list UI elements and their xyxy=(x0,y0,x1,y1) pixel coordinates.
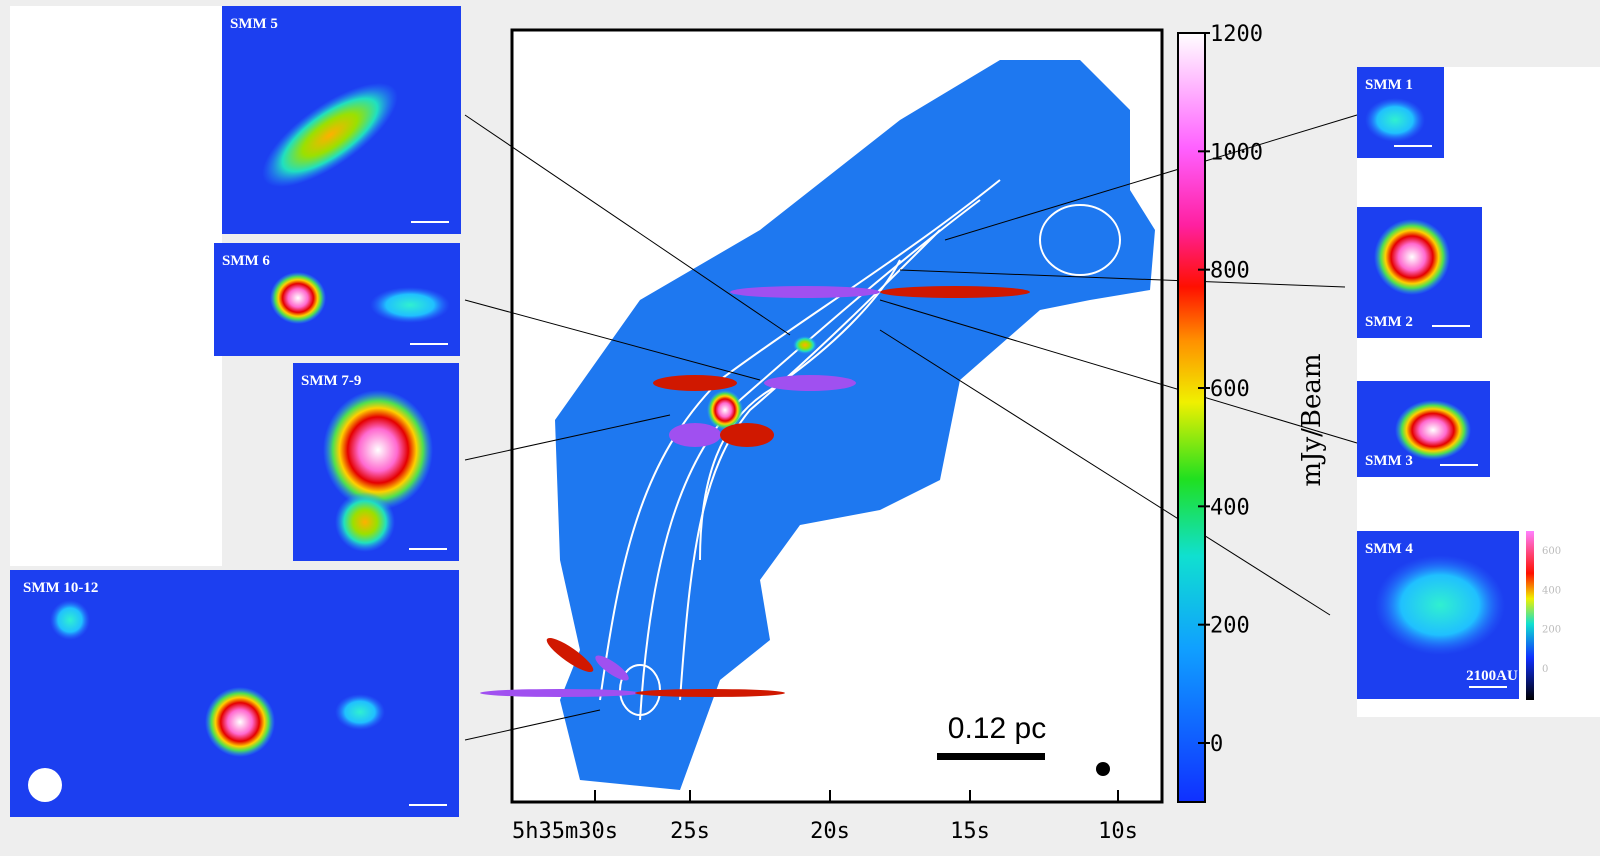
inset-label: SMM 7-9 xyxy=(301,373,361,389)
outflow xyxy=(730,286,880,298)
inset-label: SMM 6 xyxy=(222,253,270,269)
x-tick-label: 25s xyxy=(670,819,710,844)
inset-label: SMM 2 xyxy=(1365,314,1413,330)
outflow xyxy=(635,689,785,697)
outflow xyxy=(669,423,721,447)
scale-bar xyxy=(937,753,1045,760)
x-tick-label: 15s xyxy=(950,819,990,844)
x-tick-label: 5h35m30s xyxy=(512,819,618,844)
inset-source xyxy=(335,694,385,730)
inset-source xyxy=(335,492,395,552)
colorbar-tick-label: 600 xyxy=(1210,377,1250,402)
inset-label: SMM 4 xyxy=(1365,541,1413,557)
inset-label: SMM 3 xyxy=(1365,453,1413,469)
colorbar-tick-label: 400 xyxy=(1210,495,1250,520)
inset-source xyxy=(370,287,450,323)
colorbar-label: mJy/Beam xyxy=(1297,353,1327,486)
inset-scale-label: 2100AU xyxy=(1466,668,1518,684)
inset-source xyxy=(1395,400,1471,460)
inset-source xyxy=(205,687,275,757)
outflow xyxy=(720,423,774,447)
outflow xyxy=(764,375,856,391)
inset-label: SMM 1 xyxy=(1365,77,1413,93)
inset-source xyxy=(323,390,433,510)
colorbar-tick-label: 0 xyxy=(1210,732,1223,757)
colorbar-tick-label: 1000 xyxy=(1210,140,1263,165)
colorbar-tick-label: 200 xyxy=(1210,614,1250,639)
x-tick-label: 20s xyxy=(810,819,850,844)
inset-source xyxy=(1375,555,1505,655)
scale-label: 0.12 pc xyxy=(948,712,1046,745)
beam xyxy=(28,768,62,802)
outflow xyxy=(880,286,1030,298)
colorbar xyxy=(1178,33,1205,802)
inset-colorbar-tick-label: 200 xyxy=(1542,625,1561,636)
inset-source xyxy=(270,272,326,324)
outflow xyxy=(653,375,737,391)
source xyxy=(793,336,817,354)
blank-panel xyxy=(10,6,222,566)
inset-label: SMM 5 xyxy=(230,16,278,32)
inset-source xyxy=(1365,98,1425,142)
inset-colorbar-tick-label: 400 xyxy=(1542,585,1561,596)
inset-colorbar-tick-label: 600 xyxy=(1542,546,1561,557)
beam xyxy=(1096,762,1110,776)
outflow xyxy=(480,689,640,697)
inset-colorbar-tick-label: 0 xyxy=(1542,664,1548,675)
x-tick-label: 10s xyxy=(1098,819,1138,844)
colorbar-tick-label: 800 xyxy=(1210,259,1250,284)
colorbar-tick-label: 1200 xyxy=(1210,22,1263,47)
inset-label: SMM 10-12 xyxy=(23,580,98,596)
inset-source xyxy=(50,600,90,640)
inset-source xyxy=(1374,219,1450,295)
inset-colorbar xyxy=(1526,531,1534,700)
figure: 0.12 pc mJy/Beam SMM 5SMM 6SMM 7-9SMM 10… xyxy=(0,0,1600,856)
